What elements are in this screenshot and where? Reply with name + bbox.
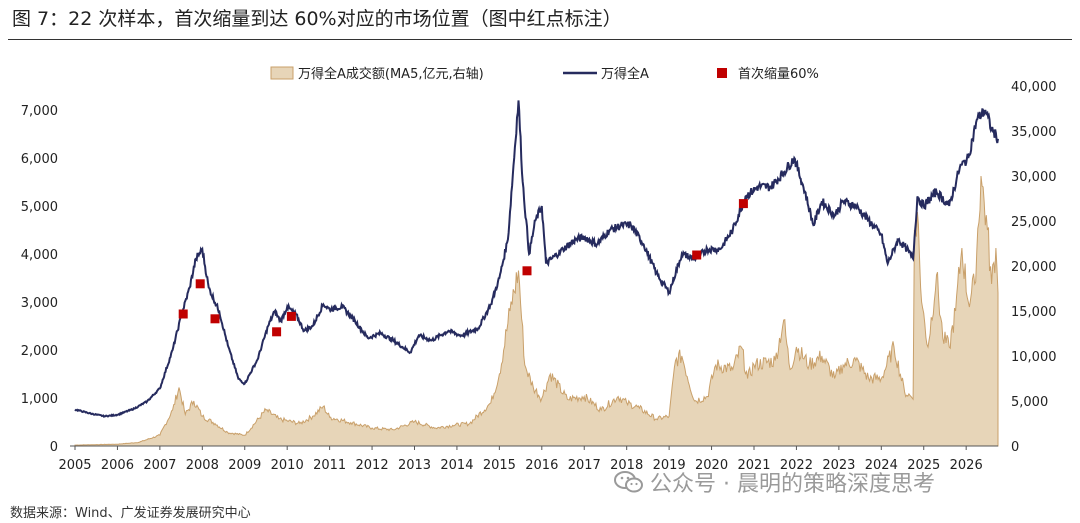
x-tick-label: 2026 [950, 458, 983, 473]
y-right-tick-label: 30,000 [1011, 170, 1057, 185]
shrink-marker [195, 279, 205, 289]
x-tick-label: 2024 [865, 458, 898, 473]
x-tick-label: 2018 [610, 458, 643, 473]
marker-layer [178, 199, 748, 337]
y-left-tick-label: 0 [50, 440, 58, 455]
legend-label-marker: 首次缩量60% [738, 66, 819, 82]
x-tick-label: 2021 [737, 458, 770, 473]
data-source: 数据来源：Wind、广发证券发展研究中心 [10, 506, 251, 521]
y-right-tick-label: 5,000 [1011, 395, 1048, 410]
x-tick-label: 2010 [271, 458, 304, 473]
legend-swatch-turnover [270, 66, 294, 80]
wechat-icon [614, 471, 643, 493]
shrink-marker [272, 327, 282, 337]
y-right-tick-label: 40,000 [1011, 80, 1057, 95]
x-tick-label: 2017 [568, 458, 601, 473]
y-left-tick-label: 2,000 [21, 344, 58, 359]
y-right-tick-label: 35,000 [1011, 125, 1057, 140]
y-right-tick-label: 0 [1011, 440, 1019, 455]
x-tick-label: 2013 [398, 458, 431, 473]
y-right-tick-label: 10,000 [1011, 350, 1057, 365]
x-tick-label: 2011 [313, 458, 346, 473]
x-tick-label: 2020 [695, 458, 728, 473]
x-tick-label: 2016 [525, 458, 558, 473]
y-left-tick-label: 4,000 [21, 248, 58, 263]
x-tick-label: 2019 [653, 458, 686, 473]
legend-label-turnover: 万得全A成交额(MA5,亿元,右轴) [298, 66, 484, 82]
x-tick-label: 2023 [822, 458, 855, 473]
legend: 万得全A成交额(MA5,亿元,右轴) 万得全A 首次缩量60% [270, 66, 819, 82]
x-tick-label: 2014 [440, 458, 473, 473]
x-tick-label: 2005 [58, 458, 91, 473]
title-rule [8, 39, 1072, 40]
shrink-marker [210, 314, 220, 324]
shrink-marker [522, 266, 532, 276]
y-left-tick-label: 3,000 [21, 296, 58, 311]
shrink-marker [692, 250, 702, 260]
x-tick-label: 2022 [780, 458, 813, 473]
shrink-marker [738, 199, 748, 209]
x-tick-label: 2006 [101, 458, 134, 473]
turnover-area-layer [74, 175, 999, 447]
y-left-tick-label: 7,000 [21, 104, 58, 119]
axes-layer: 2005 2006 2007 2008 2009 2010 2011 2012 2013 2014… [21, 80, 1057, 473]
y-left-tick-label: 5,000 [21, 200, 58, 215]
shrink-marker [178, 309, 188, 319]
legend-label-index: 万得全A [601, 66, 649, 82]
y-right-tick-label: 15,000 [1011, 305, 1057, 320]
watermark-text: 公众号 · 晨明的策略深度思考 [650, 472, 935, 497]
y-right-tick-label: 20,000 [1011, 260, 1057, 275]
x-tick-label: 2008 [186, 458, 219, 473]
y-left-tick-label: 1,000 [21, 392, 58, 407]
x-tick-label: 2007 [143, 458, 176, 473]
watermark: 公众号 · 晨明的策略深度思考 [614, 466, 935, 498]
x-tick-label: 2025 [907, 458, 940, 473]
y-right-tick-label: 25,000 [1011, 215, 1057, 230]
x-tick-label: 2012 [356, 458, 389, 473]
index-line-layer [74, 100, 999, 418]
index-line [74, 100, 999, 418]
x-tick-label: 2015 [483, 458, 516, 473]
y-left-tick-label: 6,000 [21, 152, 58, 167]
turnover-area [74, 175, 999, 447]
x-tick-label: 2009 [228, 458, 261, 473]
legend-swatch-marker [717, 68, 727, 78]
shrink-marker [286, 311, 296, 321]
figure-title: 图 7：22 次样本，首次缩量到达 60%对应的市场位置（图中红点标注） [12, 8, 622, 30]
